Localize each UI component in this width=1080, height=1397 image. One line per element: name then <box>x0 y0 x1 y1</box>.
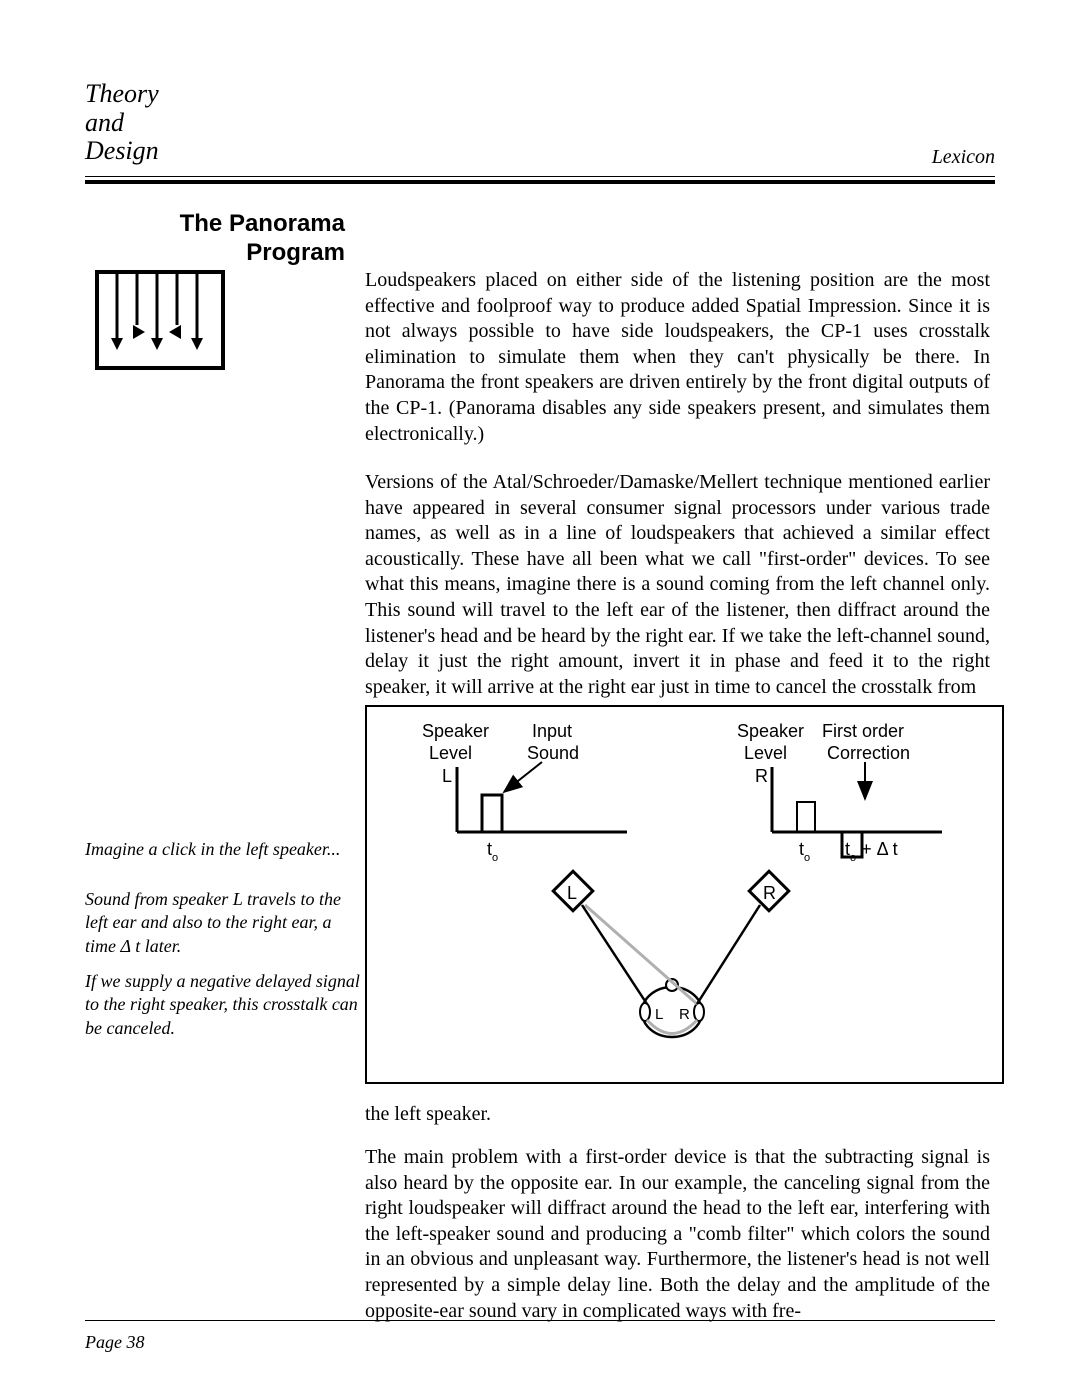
diagram-label-input: Input <box>532 721 572 741</box>
ear-label-L: L <box>655 1006 663 1023</box>
section-title-line: The Panorama <box>180 210 345 237</box>
diagram-label-sound: Sound <box>527 743 579 763</box>
section-title: The Panorama Program <box>85 210 345 268</box>
crosstalk-path <box>585 905 697 1004</box>
header-left: Theory and Design <box>85 80 159 166</box>
speaker-right-icon: R <box>749 871 789 911</box>
svg-text:L: L <box>567 883 577 903</box>
body-paragraph: Loudspeakers placed on either side of th… <box>365 268 990 447</box>
diagram-t0-right: to <box>799 839 810 864</box>
figure-caption: Imagine a click in the left speaker... <box>85 838 365 861</box>
header-left-line: and <box>85 108 124 137</box>
page-header: Theory and Design Lexicon <box>85 80 995 175</box>
header-rule-thick <box>85 180 995 184</box>
diagram-t0-delta: to + Δ t <box>845 839 898 864</box>
body-paragraph: The main problem with a first-order devi… <box>365 1145 990 1324</box>
figure-caption: If we supply a negative delayed signal t… <box>85 970 365 1040</box>
page-number: Page 38 <box>85 1332 144 1353</box>
body-paragraph: the left speaker. <box>365 1102 990 1128</box>
diagram-label-speaker-right: Speaker <box>737 721 804 741</box>
svg-text:R: R <box>763 883 776 903</box>
header-rule-thin <box>85 176 995 177</box>
body-paragraph: Versions of the Atal/Schroeder/Damaske/M… <box>365 470 990 700</box>
diagram-label-correction: Correction <box>827 743 910 763</box>
direct-path-left <box>582 905 647 1004</box>
figure-caption: Sound from speaker L travels to the left… <box>85 888 365 958</box>
diagram-label-speaker-left: Speaker <box>422 721 489 741</box>
header-left-line: Theory <box>85 79 159 108</box>
direct-path-right <box>697 905 760 1004</box>
header-right: Lexicon <box>932 146 995 169</box>
footer-rule <box>85 1320 995 1321</box>
diagram-label-firstorder: First order <box>822 721 904 741</box>
listener-ear-right-icon <box>694 1003 704 1021</box>
diagram-t0-left: to <box>487 839 498 864</box>
diagram-axis-L: L <box>442 766 452 786</box>
diagram-axis-R: R <box>755 766 768 786</box>
header-left-line: Design <box>85 136 159 165</box>
ear-label-R: R <box>679 1006 690 1023</box>
diagram-label-level-left: Level <box>429 743 472 763</box>
crosstalk-diagram: Speaker Level Input Sound L to Speaker L… <box>365 705 1004 1084</box>
diagram-label-level-right: Level <box>744 743 787 763</box>
page: Theory and Design Lexicon The Panorama P… <box>0 0 1080 1397</box>
reverb-diagram-icon <box>95 270 225 375</box>
section-title-line: Program <box>246 239 345 266</box>
listener-ear-left-icon <box>640 1003 650 1021</box>
